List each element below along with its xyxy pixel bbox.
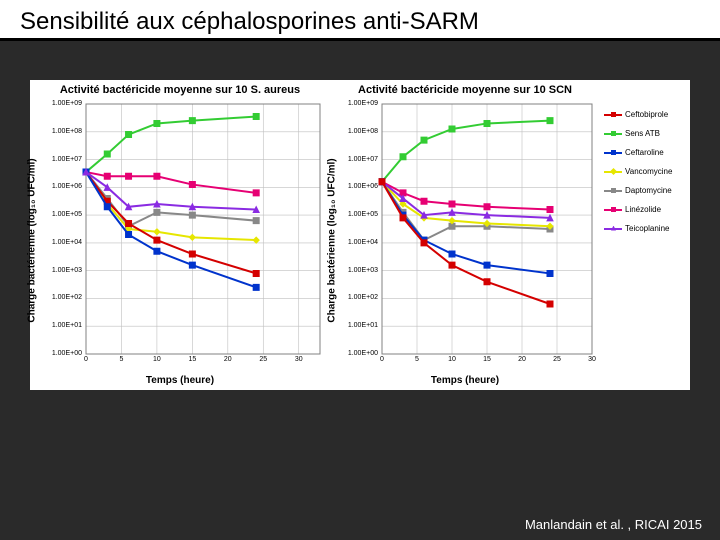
legend-swatch-icon: [604, 171, 622, 173]
xtick-label: 10: [442, 356, 462, 363]
chart-right-plot: 1.00E+001.00E+011.00E+021.00E+031.00E+04…: [382, 104, 592, 354]
page-title: Sensibilité aux céphalosporines anti-SAR…: [20, 8, 700, 36]
legend-label: Teicoplanine: [625, 224, 669, 233]
xtick-label: 20: [512, 356, 532, 363]
charts-container: Activité bactéricide moyenne sur 10 S. a…: [30, 80, 690, 390]
ytick-label: 1.00E+07: [338, 156, 378, 163]
citation: Manlandain et al. , RICAI 2015: [525, 517, 702, 532]
legend-swatch-icon: [604, 190, 622, 192]
legend-item: Ceftaroline: [604, 148, 688, 157]
xtick-label: 30: [582, 356, 602, 363]
chart-left-ylabel: Charge bactérienne (log₁₀ UFC/ml): [27, 158, 38, 322]
legend-label: Sens ATB: [625, 129, 660, 138]
ytick-label: 1.00E+04: [338, 239, 378, 246]
ytick-label: 1.00E+03: [338, 267, 378, 274]
chart-right: Activité bactéricide moyenne sur 10 SCN …: [330, 80, 600, 390]
ytick-label: 1.00E+02: [338, 294, 378, 301]
legend-label: Ceftobiprole: [625, 110, 668, 119]
legend-item: Linézolide: [604, 205, 688, 214]
legend: Ceftobiprole Sens ATB Ceftaroline Vancomyci…: [600, 80, 690, 390]
legend-swatch-icon: [604, 209, 622, 211]
legend-label: Linézolide: [625, 205, 661, 214]
legend-label: Daptomycine: [625, 186, 672, 195]
xtick-label: 30: [289, 356, 309, 363]
xtick-label: 10: [147, 356, 167, 363]
ytick-label: 1.00E+03: [42, 267, 82, 274]
xtick-label: 15: [477, 356, 497, 363]
legend-swatch-icon: [604, 152, 622, 154]
legend-item: Vancomycine: [604, 167, 688, 176]
legend-swatch-icon: [604, 114, 622, 116]
title-bar: Sensibilité aux céphalosporines anti-SAR…: [0, 0, 720, 41]
legend-item: Sens ATB: [604, 129, 688, 138]
chart-right-xlabel: Temps (heure): [330, 375, 600, 386]
chart-left-title: Activité bactéricide moyenne sur 10 S. a…: [30, 84, 330, 96]
ytick-label: 1.00E+02: [42, 294, 82, 301]
chart-right-ylabel: Charge bactérienne (log₁₀ UFC/ml): [327, 158, 338, 322]
chart-left: Activité bactéricide moyenne sur 10 S. a…: [30, 80, 330, 390]
legend-swatch-icon: [604, 228, 622, 230]
ytick-label: 1.00E+01: [42, 322, 82, 329]
legend-label: Ceftaroline: [625, 148, 664, 157]
ytick-label: 1.00E+05: [42, 211, 82, 218]
ytick-label: 1.00E+06: [42, 183, 82, 190]
xtick-label: 20: [218, 356, 238, 363]
ytick-label: 1.00E+06: [338, 183, 378, 190]
legend-item: Ceftobiprole: [604, 110, 688, 119]
chart-left-plot: 1.00E+001.00E+011.00E+021.00E+031.00E+04…: [86, 104, 320, 354]
ytick-label: 1.00E+04: [42, 239, 82, 246]
chart-right-title: Activité bactéricide moyenne sur 10 SCN: [330, 84, 600, 96]
ytick-label: 1.00E+07: [42, 156, 82, 163]
ytick-label: 1.00E+01: [338, 322, 378, 329]
xtick-label: 15: [182, 356, 202, 363]
xtick-label: 25: [547, 356, 567, 363]
xtick-label: 5: [111, 356, 131, 363]
legend-label: Vancomycine: [625, 167, 672, 176]
ytick-label: 1.00E+08: [42, 128, 82, 135]
xtick-label: 0: [372, 356, 392, 363]
ytick-label: 1.00E+08: [338, 128, 378, 135]
ytick-label: 1.00E+05: [338, 211, 378, 218]
xtick-label: 0: [76, 356, 96, 363]
xtick-label: 5: [407, 356, 427, 363]
legend-swatch-icon: [604, 133, 622, 135]
ytick-label: 1.00E+09: [338, 100, 378, 107]
legend-item: Teicoplanine: [604, 224, 688, 233]
ytick-label: 1.00E+09: [42, 100, 82, 107]
xtick-label: 25: [253, 356, 273, 363]
legend-item: Daptomycine: [604, 186, 688, 195]
chart-left-xlabel: Temps (heure): [30, 375, 330, 386]
